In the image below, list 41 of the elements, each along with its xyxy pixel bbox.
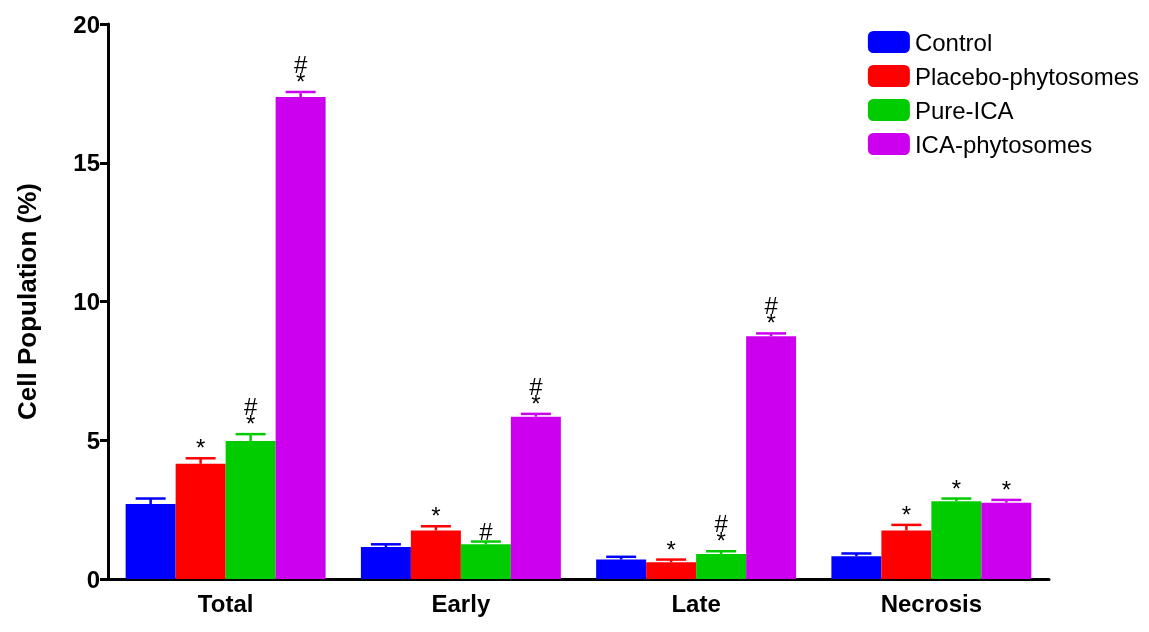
bar (931, 501, 982, 579)
data-label: # * (293, 50, 308, 95)
bar (460, 544, 511, 579)
y-tick-label: 15 (73, 149, 100, 177)
legend-label: ICA-phytosomes (914, 130, 1093, 158)
legend-label: Control (914, 28, 993, 56)
bar (696, 554, 747, 579)
y-tick-label: 5 (86, 426, 100, 454)
bar (881, 530, 932, 579)
y-tick-label: 20 (73, 10, 100, 38)
bar (510, 416, 561, 579)
data-label: * (195, 434, 206, 462)
bar (596, 559, 647, 579)
data-label: # * (714, 510, 729, 555)
data-label: * (431, 502, 441, 530)
data-label: # (479, 517, 494, 545)
data-label: * (901, 500, 912, 528)
data-label: # * (764, 292, 779, 337)
data-label: * (1001, 475, 1012, 503)
x-tick-label: Total (197, 589, 254, 617)
data-label: * (951, 474, 962, 502)
bar (746, 336, 797, 579)
x-tick-label: Late (671, 589, 721, 617)
legend-label: Placebo-phytosomes (914, 62, 1139, 90)
bar (646, 562, 697, 579)
bar (410, 530, 461, 579)
x-tick-label: Necrosis (880, 589, 983, 617)
y-tick-label: 10 (73, 288, 100, 315)
y-axis-title: Cell Population (%) (12, 183, 42, 420)
y-tick-label: 0 (86, 565, 100, 593)
bar (175, 463, 226, 579)
x-tick-label: Early (431, 589, 491, 617)
data-label: * (666, 535, 676, 563)
bar (360, 547, 411, 579)
data-label: # * (529, 372, 544, 417)
bar (275, 96, 326, 579)
data-label: # * (243, 393, 258, 438)
legend-label: Pure-ICA (914, 96, 1014, 124)
bar (981, 502, 1032, 579)
bar (125, 504, 176, 579)
bar (831, 556, 882, 579)
